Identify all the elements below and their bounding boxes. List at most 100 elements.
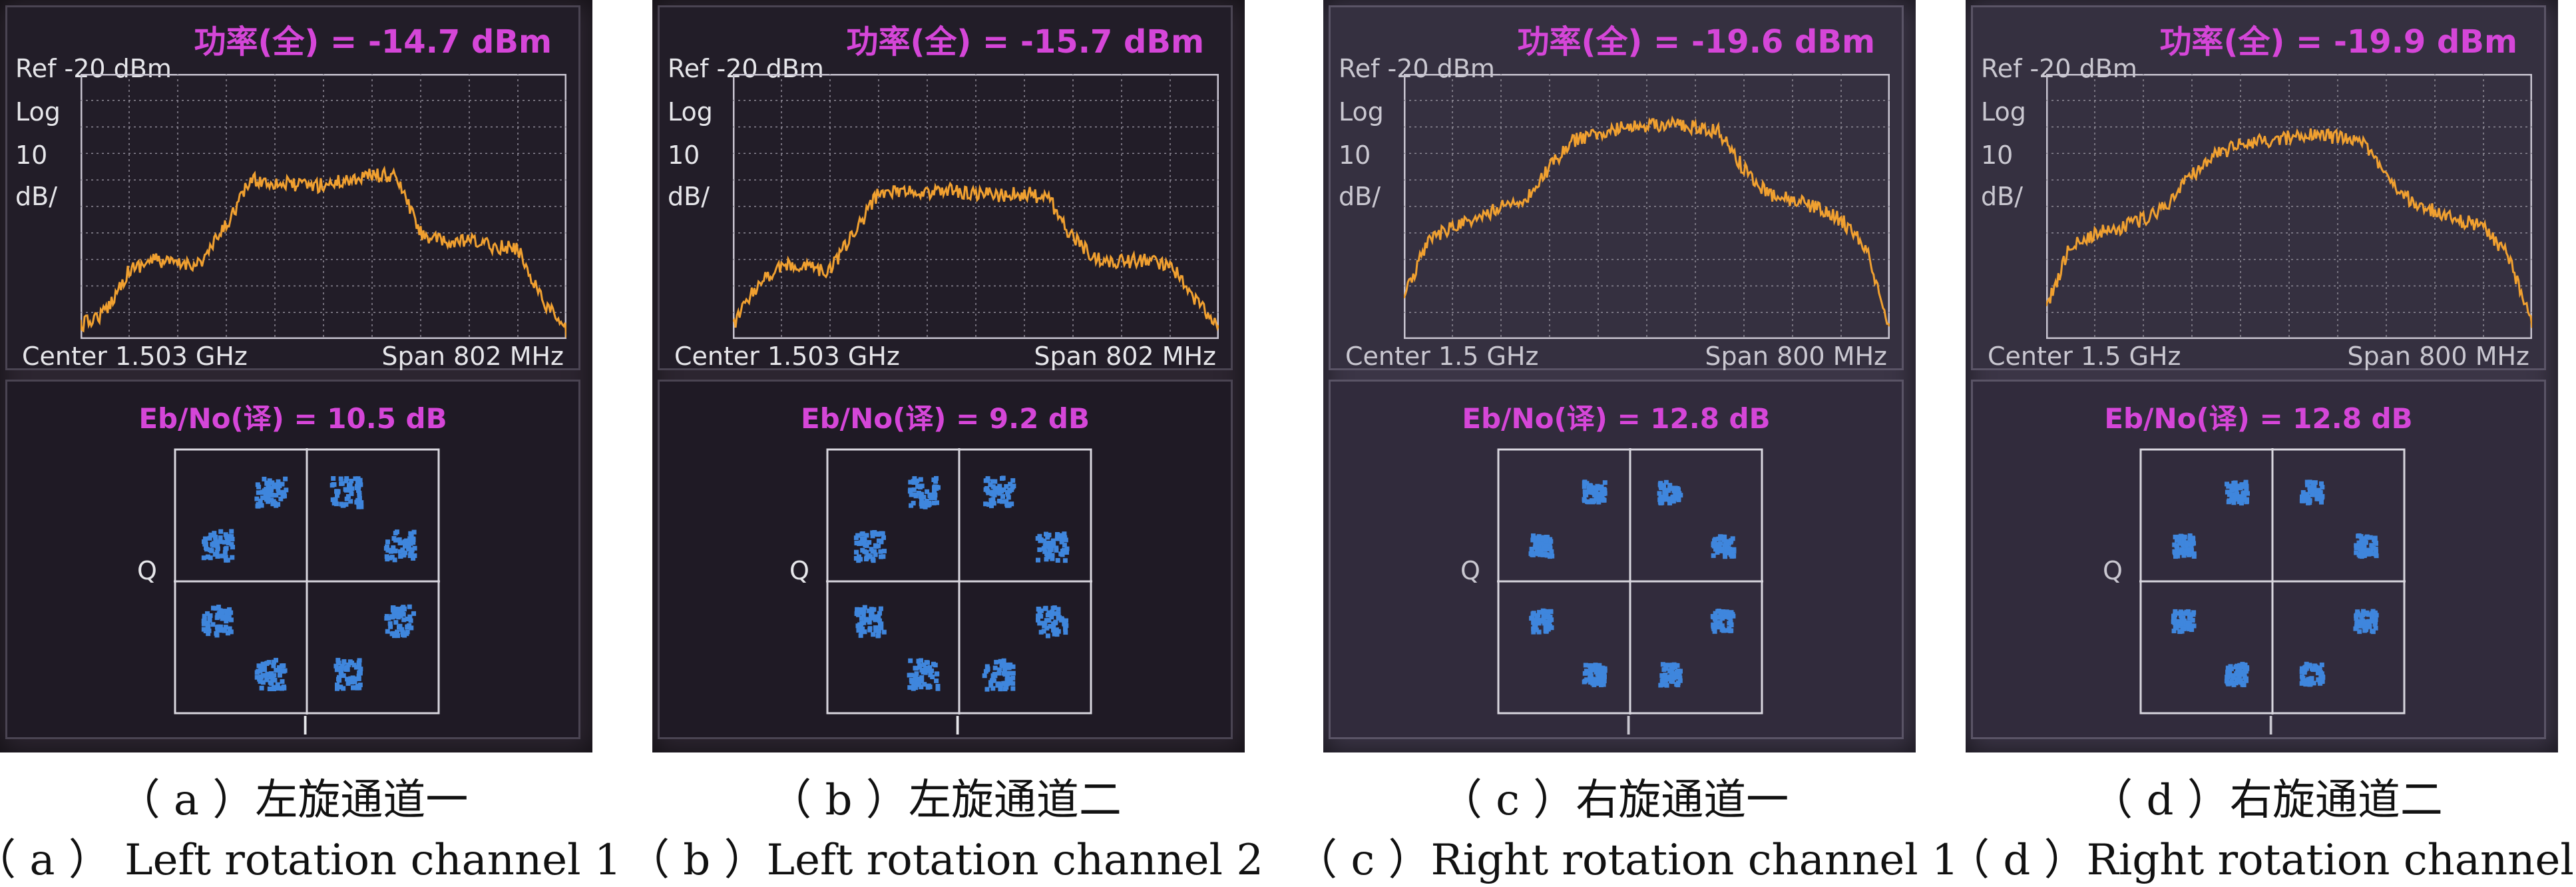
analyzer-panel-c: 功率(全) = -19.6 dBm Ref -20 dBm Log 10 dB/… — [1323, 0, 1916, 752]
span-label: Span 802 MHz — [381, 342, 564, 371]
constellation-cluster — [2171, 609, 2197, 634]
span-label: Span 800 MHz — [1705, 342, 1887, 371]
spectrum-display: 功率(全) = -14.7 dBm Ref -20 dBm Log 10 dB/… — [5, 5, 580, 371]
constellation-cluster — [384, 604, 416, 639]
power-readout: 功率(全) = -19.6 dBm — [1517, 23, 1875, 61]
constellation-cluster — [983, 475, 1016, 509]
constellation-cluster — [2299, 661, 2326, 687]
constellation-cluster — [1658, 662, 1683, 688]
constellation-cluster — [853, 530, 887, 563]
power-readout: 功率(全) = -19.9 dBm — [2159, 23, 2517, 61]
ref-level-label: Ref -20 dBm — [668, 54, 824, 83]
constellation-display: Eb/No(译) = 12.8 dB Q I — [1971, 380, 2546, 740]
constellation-cluster — [982, 658, 1016, 692]
spectrum-grid-plot — [733, 74, 1219, 339]
constellation-cluster — [1582, 663, 1608, 687]
ref-level-label: Ref -20 dBm — [15, 54, 172, 83]
analyzer-panel-d: 功率(全) = -19.9 dBm Ref -20 dBm Log 10 dB/… — [1966, 0, 2558, 752]
constellation-cluster — [1657, 479, 1683, 505]
span-label: Span 800 MHz — [2347, 342, 2529, 371]
constellation-cluster — [1711, 534, 1737, 559]
scale-value-label: 10 — [15, 141, 48, 170]
spectrum-trace — [1404, 115, 1890, 327]
scale-log-label: Log — [668, 97, 713, 127]
scale-value-label: 10 — [1981, 141, 2014, 170]
constellation-plot — [2139, 448, 2406, 715]
spectrum-trace — [2046, 128, 2532, 328]
span-label: Span 802 MHz — [1034, 342, 1216, 371]
scale-unit-label: dB/ — [668, 182, 710, 211]
constellation-cluster — [2353, 609, 2379, 635]
constellation-cluster — [254, 657, 288, 691]
ref-level-label: Ref -20 dBm — [1339, 54, 1495, 83]
q-axis-label: Q — [789, 556, 809, 585]
constellation-plot — [1497, 448, 1763, 715]
ebno-readout: Eb/No(译) = 12.8 dB — [1462, 402, 1771, 435]
i-axis-label: I — [954, 711, 962, 740]
constellation-display: Eb/No(译) = 12.8 dB Q I — [1329, 380, 1904, 740]
ebno-readout: Eb/No(译) = 10.5 dB — [138, 402, 447, 435]
constellation-cluster — [383, 529, 417, 563]
power-readout: 功率(全) = -15.7 dBm — [846, 23, 1204, 61]
constellation-cluster — [329, 476, 364, 509]
constellation-cluster — [1529, 608, 1554, 635]
spectrum-trace — [81, 165, 566, 338]
q-axis-label: Q — [1460, 556, 1480, 585]
spectrum-grid-plot — [81, 74, 566, 339]
constellation-plot — [826, 448, 1092, 715]
scale-unit-label: dB/ — [1981, 182, 2023, 211]
q-axis-label: Q — [2103, 556, 2123, 585]
caption-chinese: （ b ）左旋通道二 — [769, 776, 1122, 825]
constellation-cluster — [1582, 479, 1608, 505]
spectrum-display: 功率(全) = -19.6 dBm Ref -20 dBm Log 10 dB/… — [1329, 5, 1904, 371]
caption-english: （ b ）Left rotation channel 2 — [626, 836, 1264, 885]
i-axis-label: I — [2267, 711, 2275, 740]
i-axis-label: I — [1625, 711, 1633, 740]
constellation-cluster — [1710, 609, 1736, 634]
q-axis-label: Q — [137, 556, 157, 585]
constellation-cluster — [907, 475, 941, 509]
constellation-cluster — [333, 657, 363, 691]
i-axis-label: I — [302, 711, 310, 740]
spectrum-grid-plot — [1404, 74, 1890, 339]
constellation-cluster — [2224, 661, 2250, 687]
constellation-cluster — [1036, 605, 1069, 639]
spectrum-display: 功率(全) = -15.7 dBm Ref -20 dBm Log 10 dB/… — [658, 5, 1233, 371]
analyzer-panel-a: 功率(全) = -14.7 dBm Ref -20 dBm Log 10 dB/… — [0, 0, 592, 752]
center-frequency-label: Center 1.503 GHz — [22, 342, 248, 371]
constellation-cluster — [907, 658, 941, 691]
scale-log-label: Log — [1981, 97, 2026, 127]
constellation-display: Eb/No(译) = 10.5 dB Q I — [5, 380, 580, 740]
scale-unit-label: dB/ — [1339, 182, 1381, 211]
ebno-readout: Eb/No(译) = 12.8 dB — [2104, 402, 2413, 435]
caption-english: （ d ）Right rotation channel 2 — [1947, 836, 2576, 885]
scale-unit-label: dB/ — [15, 182, 57, 211]
scale-value-label: 10 — [1339, 141, 1371, 170]
constellation-cluster — [2172, 533, 2197, 559]
constellation-cluster — [201, 529, 235, 563]
caption-english: （ c ）Right rotation channel 1 — [1295, 836, 1959, 885]
constellation-cluster — [2354, 533, 2379, 559]
caption-chinese: （ c ）右旋通道一 — [1439, 776, 1789, 825]
center-frequency-label: Center 1.5 GHz — [1988, 342, 2181, 371]
constellation-cluster — [2299, 479, 2325, 505]
ref-level-label: Ref -20 dBm — [1981, 54, 2137, 83]
spectrum-trace — [733, 181, 1219, 332]
analyzer-panel-b: 功率(全) = -15.7 dBm Ref -20 dBm Log 10 dB/… — [652, 0, 1245, 752]
center-frequency-label: Center 1.503 GHz — [674, 342, 900, 371]
constellation-cluster — [254, 476, 289, 509]
constellation-cluster — [854, 605, 887, 639]
ebno-readout: Eb/No(译) = 9.2 dB — [800, 402, 1090, 435]
constellation-display: Eb/No(译) = 9.2 dB Q I — [658, 380, 1233, 740]
caption-english: （ a ） Left rotation channel 1 — [0, 836, 622, 885]
constellation-plot — [174, 448, 440, 715]
power-readout: 功率(全) = -14.7 dBm — [194, 23, 552, 61]
caption-chinese: （ a ）左旋通道一 — [117, 776, 469, 825]
scale-value-label: 10 — [668, 141, 700, 170]
spectrum-grid-plot — [2046, 74, 2532, 339]
scale-log-label: Log — [1339, 97, 1384, 127]
constellation-cluster — [1035, 531, 1070, 563]
constellation-cluster — [2225, 479, 2250, 506]
constellation-cluster — [1528, 533, 1555, 559]
scale-log-label: Log — [15, 97, 61, 127]
